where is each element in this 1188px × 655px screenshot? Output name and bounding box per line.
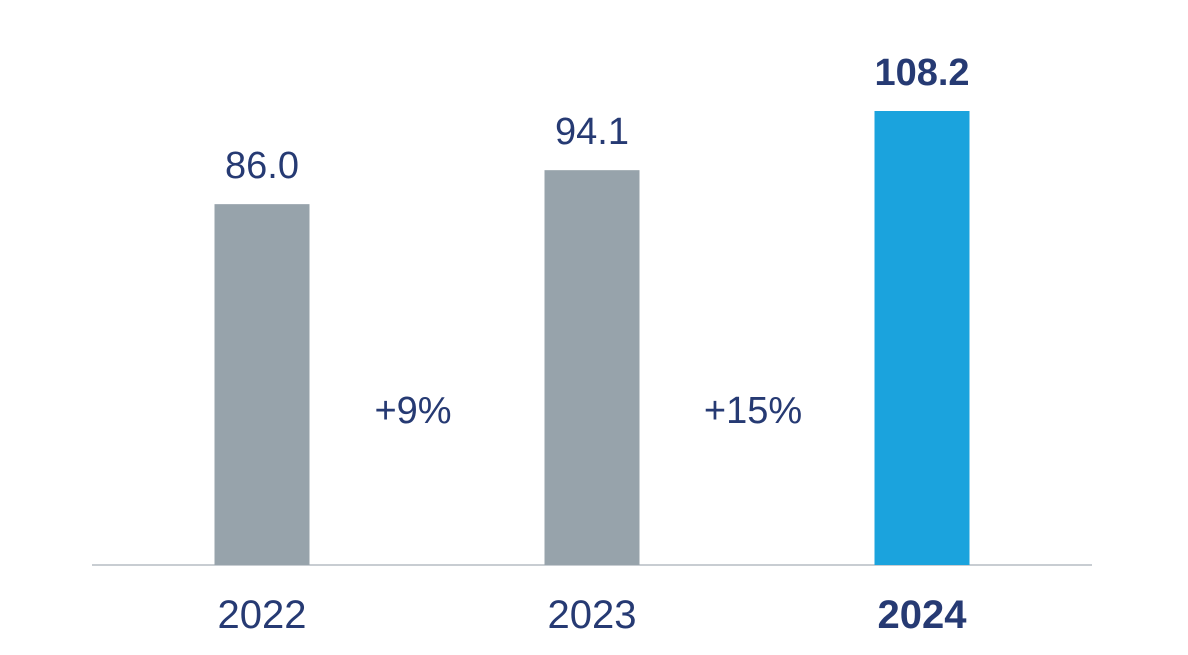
value-label-2023: 94.1 <box>555 111 629 153</box>
category-labels-group: 2022 2023 2024 <box>218 593 968 637</box>
category-label-2022: 2022 <box>218 593 307 637</box>
value-labels-group: 86.0 94.1 108.2 <box>225 52 970 187</box>
bar-2024 <box>874 111 970 565</box>
growth-label-1: +9% <box>374 390 451 432</box>
category-label-2023: 2023 <box>548 593 637 637</box>
growth-labels-group: +9% +15% <box>374 390 802 432</box>
growth-label-2: +15% <box>704 390 802 432</box>
value-label-2022: 86.0 <box>225 145 299 187</box>
value-label-2024: 108.2 <box>874 52 969 94</box>
bar-2023 <box>544 170 640 565</box>
category-label-2024: 2024 <box>878 593 968 637</box>
bar-2022 <box>214 204 310 565</box>
bars-group <box>214 111 970 565</box>
